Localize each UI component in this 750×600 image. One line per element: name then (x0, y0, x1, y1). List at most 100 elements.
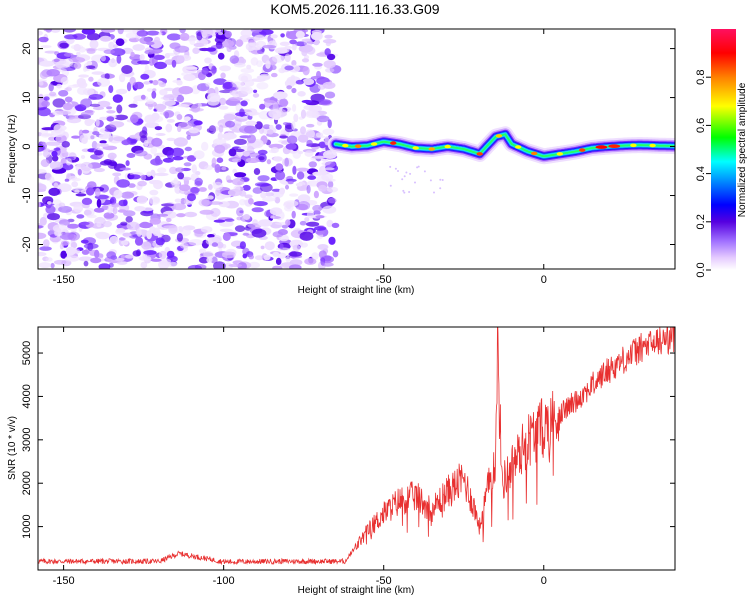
y-tick-label: 5000 (21, 341, 33, 365)
noise-blob (153, 180, 163, 190)
noise-blob (304, 150, 314, 157)
noise-blob (115, 228, 126, 233)
noise-blob (132, 44, 145, 51)
noise-blob (201, 67, 209, 75)
noise-blob (299, 231, 314, 241)
noise-blob (133, 81, 144, 90)
noise-blob (71, 135, 81, 139)
noise-blob (154, 36, 161, 44)
noise-blob (88, 76, 94, 82)
noise-blob (271, 147, 279, 154)
noise-blob (53, 147, 61, 151)
signal-hotspot (579, 148, 586, 152)
noise-blob (188, 239, 203, 246)
signal-hotspot (630, 143, 637, 148)
noise-blob (151, 90, 157, 99)
noise-blob (200, 29, 214, 37)
noise-blob (311, 135, 326, 139)
noise-blob (99, 143, 109, 148)
noise-dot (402, 189, 405, 192)
noise-blob (108, 41, 115, 50)
noise-blob (49, 91, 57, 97)
noise-blob (138, 222, 153, 229)
noise-blob (116, 54, 122, 64)
noise-blob (38, 225, 44, 229)
noise-blob (91, 71, 105, 75)
snr-x-ticks: -150 -100 -50 0 (53, 327, 547, 587)
spectrogram-x-axis-label: Height of straight line (km) (298, 285, 415, 296)
noise-blob (242, 151, 250, 157)
noise-blob (79, 134, 89, 144)
noise-blob (116, 179, 130, 188)
noise-blob (146, 88, 153, 92)
noise-blob (134, 236, 144, 246)
noise-blob (324, 48, 331, 56)
noise-blob (323, 255, 332, 262)
noise-blob (64, 178, 70, 182)
noise-blob (154, 61, 167, 70)
noise-blob (213, 219, 226, 223)
noise-blob (302, 66, 310, 76)
noise-blob (265, 60, 271, 69)
noise-blob (73, 203, 84, 213)
noise-blob (234, 148, 245, 153)
noise-blob (65, 86, 72, 92)
noise-blob (145, 41, 155, 45)
noise-blob (117, 29, 124, 35)
noise-blob (207, 92, 221, 103)
noise-blob (224, 218, 235, 222)
noise-blob (295, 30, 305, 39)
noise-blob (277, 229, 288, 236)
noise-blob (312, 62, 323, 67)
noise-blob (158, 82, 166, 88)
noise-blob (112, 207, 118, 215)
noise-dot (414, 181, 416, 184)
noise-blob (237, 262, 247, 269)
noise-blob (258, 29, 274, 35)
noise-blob (78, 81, 88, 89)
noise-blob (222, 39, 235, 48)
noise-blob (97, 100, 111, 108)
noise-blob (146, 99, 155, 105)
noise-blob (152, 88, 157, 92)
noise-blob (267, 129, 274, 135)
noise-blob (39, 71, 49, 79)
noise-blob (240, 86, 253, 95)
noise-blob (331, 222, 340, 228)
noise-blob (291, 45, 297, 51)
noise-blob (242, 232, 250, 236)
noise-blob (275, 124, 282, 130)
noise-blob (64, 34, 78, 40)
noise-blob (43, 96, 50, 101)
noise-blob (286, 85, 293, 90)
noise-blob (206, 47, 216, 52)
noise-blob (155, 133, 166, 136)
noise-dot (397, 170, 399, 172)
noise-blob (275, 170, 286, 181)
noise-blob (332, 250, 339, 258)
noise-blob (311, 31, 323, 41)
noise-blob (182, 66, 198, 70)
noise-blob (258, 156, 265, 161)
noise-blob (254, 182, 270, 187)
noise-blob (38, 232, 47, 239)
signal-hotspot (444, 144, 451, 149)
noise-blob (163, 225, 178, 229)
noise-blob (234, 225, 246, 233)
noise-blob (251, 207, 264, 213)
noise-blob (269, 124, 274, 129)
colorbar-ticks: 0.0 0.2 0.4 0.6 0.8 (695, 70, 711, 278)
spectrogram-x-ticks: -150 -100 -50 0 (53, 29, 547, 286)
noise-blob (318, 184, 327, 192)
noise-blob (154, 172, 169, 177)
noise-blob (140, 261, 148, 269)
noise-blob (223, 113, 236, 121)
noise-blob (38, 202, 41, 208)
noise-blob (248, 198, 254, 205)
noise-blob (163, 94, 179, 99)
noise-blob (259, 103, 266, 110)
noise-blob (257, 175, 270, 182)
signal-hotspot (608, 144, 621, 148)
noise-blob (222, 251, 236, 259)
x-tick-label: -150 (53, 575, 75, 587)
